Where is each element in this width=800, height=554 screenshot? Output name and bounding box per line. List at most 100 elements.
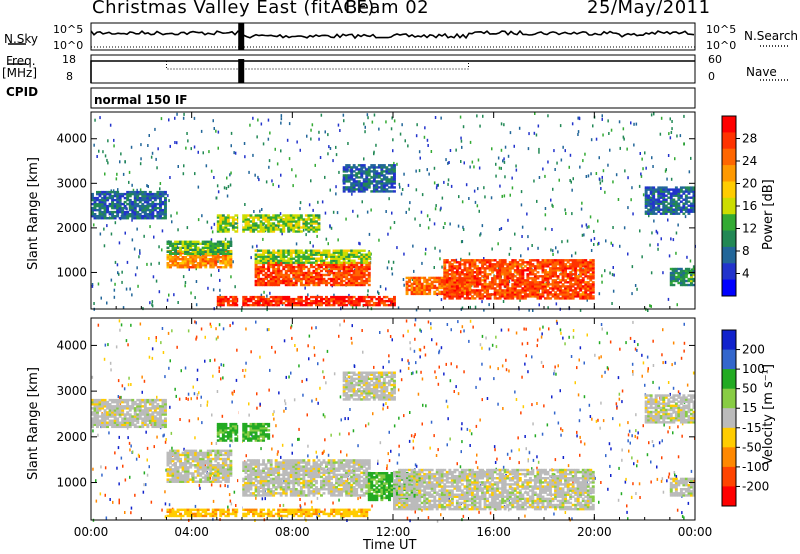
power-data-cell — [262, 214, 266, 217]
power-data-cell — [211, 252, 215, 256]
power-noise-cell — [267, 137, 270, 141]
nsky-label: N.Sky — [4, 32, 39, 46]
power-noise-cell — [113, 288, 116, 292]
power-data-cell — [259, 216, 263, 219]
power-noise-cell — [325, 237, 328, 241]
power-data-cell — [513, 263, 517, 266]
power-noise-cell — [461, 200, 464, 204]
power-data-cell — [113, 215, 117, 218]
power-data-cell — [196, 262, 200, 265]
power-data-cell — [98, 200, 102, 204]
power-data-cell — [659, 186, 663, 189]
power-data-cell — [335, 257, 339, 260]
power-noise-cell — [508, 252, 511, 256]
power-data-cell — [357, 172, 361, 175]
power-data-cell — [204, 244, 208, 248]
power-data-cell — [393, 174, 396, 177]
power-data-cell — [272, 224, 276, 227]
power-data-cell — [191, 264, 195, 267]
power-data-cell — [445, 287, 449, 290]
beam-label: Beam 02 — [345, 0, 430, 18]
power-data-cell — [687, 204, 691, 207]
power-data-cell — [194, 252, 198, 256]
power-data-cell — [340, 267, 344, 271]
power-data-cell — [415, 288, 419, 292]
power-data-cell — [380, 299, 384, 303]
power-noise-cell — [498, 228, 501, 231]
power-data-cell — [151, 202, 155, 206]
power-noise-cell — [547, 306, 549, 310]
power-data-cell — [294, 297, 298, 301]
power-data-cell — [360, 253, 364, 256]
power-data-cell — [287, 228, 291, 231]
power-noise-cell — [688, 170, 691, 174]
power-data-cell — [171, 260, 175, 263]
power-data-cell — [481, 283, 485, 286]
power-data-cell — [209, 248, 213, 252]
velocity-noise-cell — [382, 403, 385, 407]
power-data-cell — [501, 283, 505, 286]
power-data-cell — [393, 164, 396, 167]
power-data-cell — [443, 271, 447, 274]
power-data-cell — [591, 287, 595, 290]
power-data-cell — [96, 198, 99, 202]
power-data-cell — [315, 301, 318, 305]
power-noise-cell — [177, 228, 179, 232]
velocity-noise-cell — [448, 496, 450, 500]
velocity-noise-cell — [118, 319, 121, 323]
power-data-cell — [388, 186, 391, 189]
power-noise-cell — [385, 120, 387, 124]
power-noise-cell — [375, 143, 377, 147]
power-data-cell — [579, 283, 583, 286]
power-data-cell — [375, 182, 379, 185]
power-data-cell — [113, 198, 117, 202]
power-data-cell — [382, 301, 386, 305]
power-data-cell — [491, 269, 495, 272]
power-noise-cell — [552, 204, 554, 208]
power-data-cell — [559, 269, 563, 272]
power-data-cell — [292, 218, 296, 221]
power-data-cell — [508, 277, 512, 280]
power-data-cell — [423, 290, 427, 294]
power-data-cell — [503, 283, 507, 286]
power-data-cell — [488, 267, 492, 270]
power-data-cell — [335, 297, 339, 301]
power-data-cell — [96, 190, 99, 194]
velocity-noise-cell — [318, 470, 320, 474]
power-data-cell — [377, 186, 381, 189]
power-data-cell — [539, 267, 542, 270]
power-data-cell — [312, 257, 316, 260]
power-data-cell — [559, 293, 563, 296]
power-data-cell — [443, 267, 447, 270]
power-data-cell — [365, 273, 369, 277]
power-data-cell — [546, 285, 550, 288]
power-data-cell — [357, 164, 361, 167]
power-data-cell — [335, 267, 339, 271]
power-data-cell — [277, 281, 281, 285]
power-data-cell — [367, 265, 371, 269]
power-noise-cell — [550, 248, 552, 252]
power-noise-cell — [511, 176, 513, 180]
power-data-cell — [428, 278, 432, 282]
power-data-cell — [516, 289, 520, 292]
power-data-cell — [518, 291, 522, 294]
power-noise-cell — [259, 301, 261, 305]
power-data-cell — [486, 287, 490, 290]
power-data-cell — [576, 261, 580, 264]
power-data-cell — [551, 287, 555, 290]
power-noise-cell — [483, 257, 485, 260]
power-data-cell — [128, 190, 132, 194]
power-data-cell — [496, 291, 500, 294]
power-data-cell — [367, 267, 371, 271]
power-data-cell — [297, 255, 301, 258]
power-data-cell — [96, 192, 99, 196]
power-data-cell — [571, 283, 575, 286]
power-data-cell — [294, 251, 298, 254]
power-data-cell — [652, 212, 656, 215]
power-data-cell — [277, 277, 281, 281]
power-data-cell — [209, 252, 213, 256]
power-data-cell — [294, 273, 298, 277]
power-data-cell — [274, 295, 278, 299]
power-data-cell — [352, 255, 356, 258]
power-data-cell — [564, 279, 568, 282]
